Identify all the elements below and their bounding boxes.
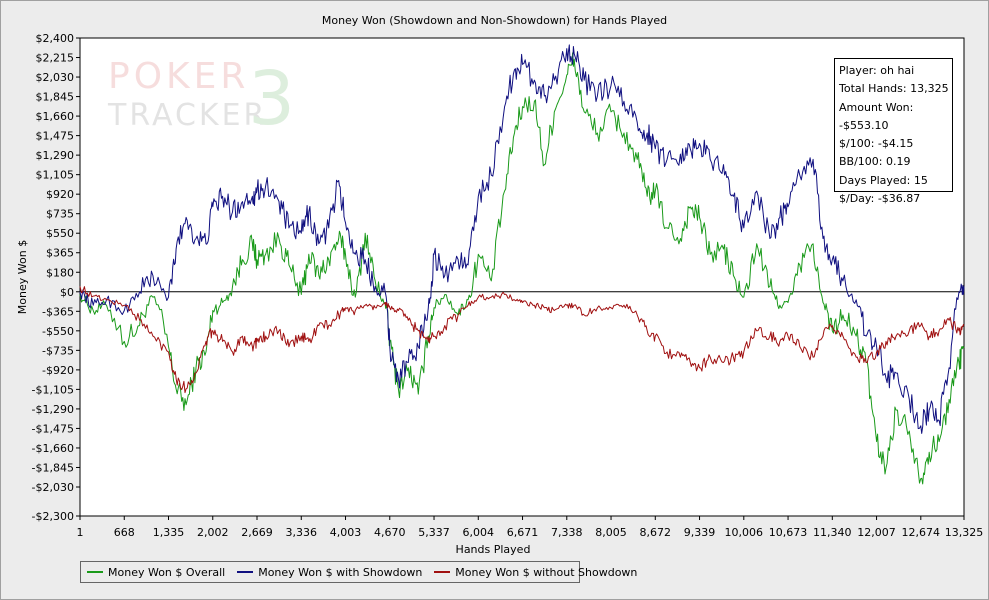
info-bb-100: BB/100: 0.19 <box>839 155 911 169</box>
y-tick-label: -$550 <box>42 325 74 338</box>
x-tick-label: 10,006 <box>725 526 764 539</box>
y-tick-label: -$1,475 <box>32 422 74 435</box>
y-tick-label: $1,475 <box>36 130 75 143</box>
y-tick-label: -$1,290 <box>32 403 74 416</box>
y-tick-label: $735 <box>46 208 74 221</box>
x-tick-label: 5,337 <box>418 526 450 539</box>
x-tick-label: 2,669 <box>241 526 273 539</box>
x-tick-label: 12,007 <box>857 526 896 539</box>
info-days-played: Days Played: 15 <box>839 173 928 187</box>
x-tick-label: 8,005 <box>595 526 627 539</box>
series-line-with-showdown <box>79 44 965 434</box>
y-tick-label: $0 <box>60 286 74 299</box>
series-line-without-showdown <box>79 286 965 394</box>
x-tick-label: 1 <box>77 526 84 539</box>
y-tick-label: $365 <box>46 247 74 260</box>
y-tick-label: $1,105 <box>36 169 75 182</box>
x-tick-label: 3,336 <box>286 526 318 539</box>
y-tick-label: $550 <box>46 227 74 240</box>
x-tick-label: 11,340 <box>813 526 852 539</box>
axes-layer: $2,400 $2,215 $2,030 $1,845 $1,660 $1,475 $1,2… <box>32 32 984 539</box>
legend-item-without-showdown: Money Won $ without Showdown <box>434 566 637 579</box>
y-tick-label: -$2,030 <box>32 481 74 494</box>
y-axis-label: Money Won $ <box>16 240 29 314</box>
y-tick-label: $920 <box>46 188 74 201</box>
x-tick-label: 6,004 <box>463 526 495 539</box>
x-tick-label: 6,671 <box>507 526 539 539</box>
x-tick-label: 9,339 <box>684 526 716 539</box>
pokertracker-logo: POKER TRACKER 3 <box>107 56 295 142</box>
y-tick-label: $180 <box>46 266 74 279</box>
y-tick-label: $2,215 <box>36 52 75 65</box>
x-tick-label: 12,674 <box>902 526 941 539</box>
logo-line-2: TRACKER <box>107 98 267 133</box>
x-tick-label: 2,002 <box>197 526 229 539</box>
info-amount-won: Amount Won: -$553.10 <box>839 100 914 132</box>
x-tick-label: 10,673 <box>769 526 808 539</box>
legend-label-without-showdown: Money Won $ without Showdown <box>455 565 638 579</box>
chart-title: Money Won (Showdown and Non-Showdown) fo… <box>321 14 668 27</box>
legend-item-with-showdown: Money Won $ with Showdown <box>237 566 422 579</box>
y-tick-label: -$920 <box>42 364 74 377</box>
info-per-100: $/100: -$4.15 <box>839 137 914 151</box>
y-tick-label: -$1,845 <box>32 461 74 474</box>
y-tick-label: $1,660 <box>36 110 75 123</box>
info-player: Player: oh hai <box>839 64 915 77</box>
x-tick-label: 8,672 <box>640 526 672 539</box>
legend-swatch-with-showdown <box>237 571 254 573</box>
logo-mark: 3 <box>248 56 295 142</box>
chart-legend: Money Won $ Overall Money Won $ with Sho… <box>80 561 637 583</box>
series-line-overall <box>79 52 965 485</box>
y-tick-label: $1,290 <box>36 149 75 162</box>
info-total-hands: Total Hands: 13,325 <box>839 82 949 96</box>
y-tick-label: -$735 <box>42 344 74 357</box>
x-tick-label: 668 <box>114 526 135 539</box>
x-tick-label: 1,335 <box>153 526 185 539</box>
y-tick-label: $2,030 <box>36 71 75 84</box>
x-tick-label: 13,325 <box>945 526 984 539</box>
legend-label-overall: Money Won $ Overall <box>108 565 226 579</box>
x-axis-label: Hands Played <box>456 543 531 556</box>
y-tick-label: $1,845 <box>36 91 75 104</box>
legend-label-with-showdown: Money Won $ with Showdown <box>258 565 423 579</box>
logo-line-1: POKER <box>108 56 249 97</box>
legend-item-overall: Money Won $ Overall <box>87 566 225 579</box>
x-tick-label: 7,338 <box>551 526 583 539</box>
y-tick-label: -$365 <box>42 305 74 318</box>
series-layer <box>79 44 965 485</box>
y-tick-label: -$2,300 <box>32 510 74 523</box>
legend-swatch-overall <box>87 571 103 573</box>
stats-info-box: Player: oh hai Total Hands: 13,325 Amoun… <box>834 58 953 205</box>
y-tick-label: $2,400 <box>36 32 75 45</box>
x-tick-label: 4,670 <box>374 526 406 539</box>
y-tick-label: -$1,105 <box>32 383 74 396</box>
x-tick-label: 4,003 <box>330 526 362 539</box>
legend-swatch-without-showdown <box>434 571 451 573</box>
info-per-day: $/Day: -$36.87 <box>839 192 921 206</box>
y-tick-label: -$1,660 <box>32 442 74 455</box>
